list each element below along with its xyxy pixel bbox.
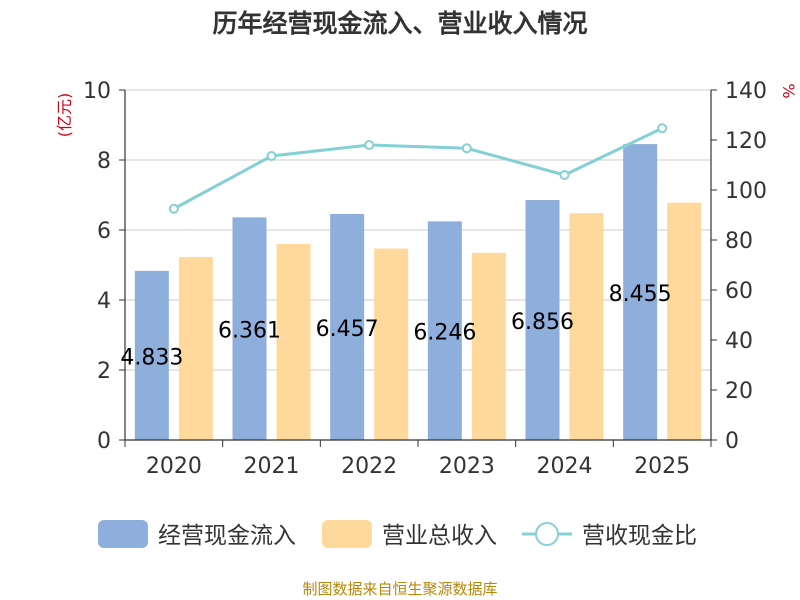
bar-total-revenue	[667, 202, 702, 440]
bars	[134, 144, 702, 440]
ratio-line-point	[461, 143, 472, 154]
ratio-line-point	[559, 170, 570, 180]
legend-label: 经营现金流入	[158, 523, 296, 549]
ratio-line-point	[364, 140, 375, 150]
bar-total-revenue	[276, 244, 311, 440]
bar-data-label: 6.361	[218, 319, 281, 344]
data-labels: 4.833 6.361 6.457 6.246 6.856 8.455	[120, 282, 671, 370]
y-right-tick-label: 120	[725, 129, 767, 154]
chart-title: 历年经营现金流入、营业收入情况	[212, 9, 588, 38]
legend-swatch-ratio-marker	[535, 522, 559, 546]
legend-swatch-total-revenue	[322, 520, 372, 548]
y-right-tick-label: 140	[725, 79, 767, 104]
y-left-tick-label: 0	[97, 429, 111, 454]
ratio-line-point	[657, 123, 668, 134]
y-right-tick-label: 80	[725, 229, 753, 254]
bar-data-label: 6.457	[316, 317, 379, 342]
source-note: 制图数据来自恒生聚源数据库	[302, 580, 498, 598]
y-right-tick-label: 100	[725, 179, 767, 204]
legend-label: 营业总收入	[382, 523, 497, 549]
y-right-tick-label: 0	[725, 429, 739, 454]
y-left-tick-label: 10	[83, 79, 111, 104]
bar-cash-inflow	[330, 214, 365, 440]
bar-cash-inflow	[232, 217, 267, 440]
bar-total-revenue	[178, 256, 213, 440]
bar-total-revenue	[471, 252, 506, 440]
gridlines	[125, 89, 711, 371]
legend-label: 营收现金比	[582, 523, 697, 549]
y-left-tick-label: 4	[97, 289, 111, 314]
bar-cash-inflow	[623, 144, 658, 440]
bar-total-revenue	[569, 213, 604, 440]
y-left-tick-label: 2	[97, 359, 111, 384]
bar-cash-inflow	[525, 200, 560, 440]
legend-swatch-cash-inflow	[98, 520, 148, 548]
x-tick-label: 2024	[537, 454, 593, 479]
bar-total-revenue	[374, 248, 409, 440]
ratio-line-point	[266, 151, 277, 161]
x-tick-label: 2025	[634, 454, 690, 479]
legend[interactable]: 经营现金流入 营业总收入 营收现金比	[98, 520, 697, 549]
y-right-tick-label: 60	[725, 279, 753, 304]
y-left-tick-label: 6	[97, 219, 111, 244]
y-right-tick-label: 20	[725, 379, 753, 404]
y-left-axis-label: (亿元)	[55, 93, 74, 138]
x-tick-label: 2020	[146, 454, 202, 479]
x-tick-label: 2021	[244, 454, 300, 479]
x-tick-label: 2023	[439, 454, 495, 479]
bar-cash-inflow	[134, 270, 169, 440]
bar-data-label: 6.856	[511, 310, 574, 335]
x-tick-label: 2022	[341, 454, 397, 479]
bar-data-label: 6.246	[413, 321, 476, 346]
bar-cash-inflow	[427, 221, 462, 440]
ratio-line	[168, 123, 668, 214]
ratio-line-point	[168, 203, 179, 214]
bar-data-label: 4.833	[120, 345, 183, 370]
y-right-axis-label: %	[779, 83, 798, 98]
y-left-tick-label: 8	[97, 149, 111, 174]
ratio-line-path	[173, 126, 663, 211]
bar-data-label: 8.455	[609, 282, 672, 307]
y-right-tick-label: 40	[725, 329, 753, 354]
